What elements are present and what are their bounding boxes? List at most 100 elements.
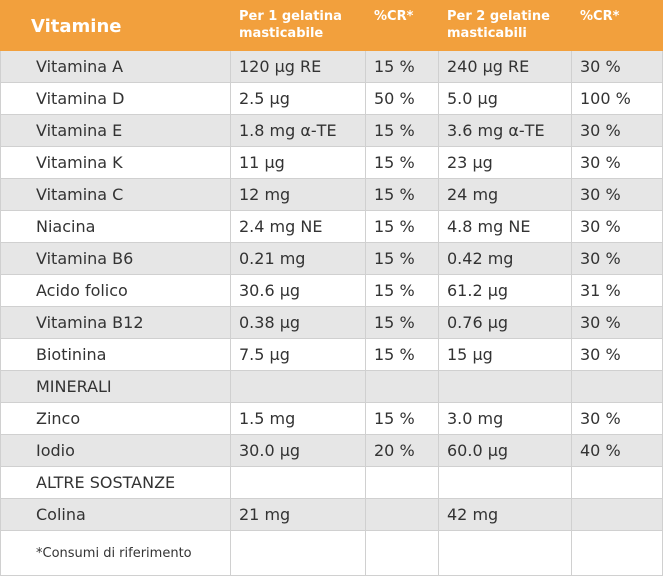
section-label: ALTRE SOSTANZE <box>0 466 231 499</box>
cell-value-2: 0.76 µg <box>438 306 572 339</box>
header-row: Vitamine Per 1 gelatina masticabile %CR*… <box>0 0 663 51</box>
cell-cr-1: 50 % <box>365 82 439 115</box>
cell-value-2 <box>438 466 572 499</box>
cell-cr-2: 30 % <box>571 114 663 147</box>
cell-cr-1: 20 % <box>365 434 439 467</box>
cell-value-2: 60.0 µg <box>438 434 572 467</box>
header-per-1: Per 1 gelatina masticabile <box>230 0 366 51</box>
cell-cr-2: 31 % <box>571 274 663 307</box>
cell-value-1: 1.8 mg α-TE <box>230 114 366 147</box>
table-row: Vitamina E 1.8 mg α-TE 15 % 3.6 mg α-TE … <box>0 114 663 147</box>
header-cr-1: %CR* <box>365 0 439 51</box>
cell-value-1: 2.5 µg <box>230 82 366 115</box>
cell-cr-2 <box>571 466 663 499</box>
cell-cr-2 <box>571 370 663 403</box>
cell-cr-1 <box>365 498 439 531</box>
cell-value-1: 0.38 µg <box>230 306 366 339</box>
section-label: MINERALI <box>0 370 231 403</box>
cell-value-1: 30.6 µg <box>230 274 366 307</box>
cell-value-2: 15 µg <box>438 338 572 371</box>
cell-name: Vitamina D <box>0 82 231 115</box>
cell-value-1: 30.0 µg <box>230 434 366 467</box>
cell-value-1: 2.4 mg NE <box>230 210 366 243</box>
cell-cr-2 <box>571 498 663 531</box>
cell-value-2: 42 mg <box>438 498 572 531</box>
cell-value-1: 21 mg <box>230 498 366 531</box>
cell-cr-1: 15 % <box>365 242 439 275</box>
cell-cr-2: 100 % <box>571 82 663 115</box>
cell-cr-2: 30 % <box>571 338 663 371</box>
cell-name: Vitamina K <box>0 146 231 179</box>
cell-name: Vitamina A <box>0 50 231 83</box>
table-row: Biotinina 7.5 µg 15 % 15 µg 30 % <box>0 338 663 371</box>
cell-value-2: 3.0 mg <box>438 402 572 435</box>
cell-name: Vitamina B12 <box>0 306 231 339</box>
footnote-empty <box>365 530 439 576</box>
cell-name: Vitamina B6 <box>0 242 231 275</box>
cell-name: Zinco <box>0 402 231 435</box>
cell-cr-1: 15 % <box>365 210 439 243</box>
cell-value-1 <box>230 466 366 499</box>
cell-cr-1 <box>365 370 439 403</box>
cell-cr-1: 15 % <box>365 50 439 83</box>
cell-value-2 <box>438 370 572 403</box>
cell-cr-1: 15 % <box>365 338 439 371</box>
table-row: Vitamina B12 0.38 µg 15 % 0.76 µg 30 % <box>0 306 663 339</box>
cell-value-2: 5.0 µg <box>438 82 572 115</box>
cell-cr-2: 30 % <box>571 146 663 179</box>
cell-value-1: 1.5 mg <box>230 402 366 435</box>
cell-cr-1: 15 % <box>365 146 439 179</box>
table-row: Vitamina B6 0.21 mg 15 % 0.42 mg 30 % <box>0 242 663 275</box>
footnote-empty <box>230 530 366 576</box>
cell-value-1: 0.21 mg <box>230 242 366 275</box>
table-row: Niacina 2.4 mg NE 15 % 4.8 mg NE 30 % <box>0 210 663 243</box>
cell-value-1: 12 mg <box>230 178 366 211</box>
cell-value-2: 240 µg RE <box>438 50 572 83</box>
section-row-altre-sostanze: ALTRE SOSTANZE <box>0 466 663 499</box>
cell-cr-1: 15 % <box>365 402 439 435</box>
table-header: Vitamine Per 1 gelatina masticabile %CR*… <box>0 0 663 51</box>
cell-value-1: 120 µg RE <box>230 50 366 83</box>
header-cr-2: %CR* <box>571 0 663 51</box>
cell-cr-1: 15 % <box>365 306 439 339</box>
footnote: *Consumi di riferimento <box>0 530 231 576</box>
table-row: Acido folico 30.6 µg 15 % 61.2 µg 31 % <box>0 274 663 307</box>
footnote-row: *Consumi di riferimento <box>0 530 663 576</box>
cell-cr-2: 30 % <box>571 306 663 339</box>
table-row: Iodio 30.0 µg 20 % 60.0 µg 40 % <box>0 434 663 467</box>
cell-name: Vitamina E <box>0 114 231 147</box>
table-row: Vitamina C 12 mg 15 % 24 mg 30 % <box>0 178 663 211</box>
cell-cr-2: 30 % <box>571 402 663 435</box>
cell-cr-1: 15 % <box>365 114 439 147</box>
cell-value-2: 4.8 mg NE <box>438 210 572 243</box>
cell-name: Biotinina <box>0 338 231 371</box>
cell-cr-1: 15 % <box>365 274 439 307</box>
cell-cr-2: 30 % <box>571 242 663 275</box>
table-row: Zinco 1.5 mg 15 % 3.0 mg 30 % <box>0 402 663 435</box>
cell-name: Iodio <box>0 434 231 467</box>
cell-cr-2: 40 % <box>571 434 663 467</box>
cell-cr-2: 30 % <box>571 210 663 243</box>
cell-cr-1 <box>365 466 439 499</box>
footnote-empty <box>571 530 663 576</box>
cell-name: Acido folico <box>0 274 231 307</box>
table-row: Vitamina A 120 µg RE 15 % 240 µg RE 30 % <box>0 50 663 83</box>
table-row: Vitamina D 2.5 µg 50 % 5.0 µg 100 % <box>0 82 663 115</box>
header-per-2: Per 2 gelatine masticabili <box>438 0 572 51</box>
cell-value-1 <box>230 370 366 403</box>
cell-name: Niacina <box>0 210 231 243</box>
cell-value-1: 7.5 µg <box>230 338 366 371</box>
header-vitamine: Vitamine <box>0 0 231 51</box>
cell-name: Colina <box>0 498 231 531</box>
cell-cr-2: 30 % <box>571 178 663 211</box>
cell-value-2: 3.6 mg α-TE <box>438 114 572 147</box>
cell-cr-2: 30 % <box>571 50 663 83</box>
footnote-empty <box>438 530 572 576</box>
table-row: Vitamina K 11 µg 15 % 23 µg 30 % <box>0 146 663 179</box>
cell-value-2: 0.42 mg <box>438 242 572 275</box>
table-row: Colina 21 mg 42 mg <box>0 498 663 531</box>
table-body: Vitamina A 120 µg RE 15 % 240 µg RE 30 %… <box>0 50 663 576</box>
cell-value-2: 61.2 µg <box>438 274 572 307</box>
cell-value-2: 23 µg <box>438 146 572 179</box>
